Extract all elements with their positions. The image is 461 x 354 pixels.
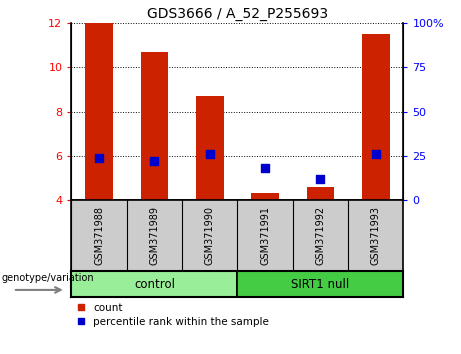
Text: GSM371991: GSM371991 — [260, 206, 270, 265]
Bar — [71, 271, 237, 297]
Point — [206, 151, 213, 157]
Text: GSM371993: GSM371993 — [371, 206, 381, 265]
Point — [95, 155, 103, 160]
Point — [151, 158, 158, 164]
Text: GSM371989: GSM371989 — [149, 206, 160, 265]
Bar — [141, 52, 168, 200]
Text: GSM371988: GSM371988 — [94, 206, 104, 265]
Bar — [362, 34, 390, 200]
Text: GSM371992: GSM371992 — [315, 206, 325, 265]
Point — [372, 151, 379, 157]
Text: GSM371990: GSM371990 — [205, 206, 215, 265]
Text: SIRT1 null: SIRT1 null — [291, 278, 349, 291]
Point — [261, 165, 269, 171]
Bar — [307, 187, 334, 200]
Bar — [251, 193, 279, 200]
Title: GDS3666 / A_52_P255693: GDS3666 / A_52_P255693 — [147, 7, 328, 21]
Legend: count, percentile rank within the sample: count, percentile rank within the sample — [72, 298, 273, 331]
Point — [317, 176, 324, 182]
Bar — [85, 23, 113, 200]
Text: control: control — [134, 278, 175, 291]
Bar — [237, 271, 403, 297]
Bar — [196, 96, 224, 200]
Text: genotype/variation: genotype/variation — [1, 273, 94, 283]
